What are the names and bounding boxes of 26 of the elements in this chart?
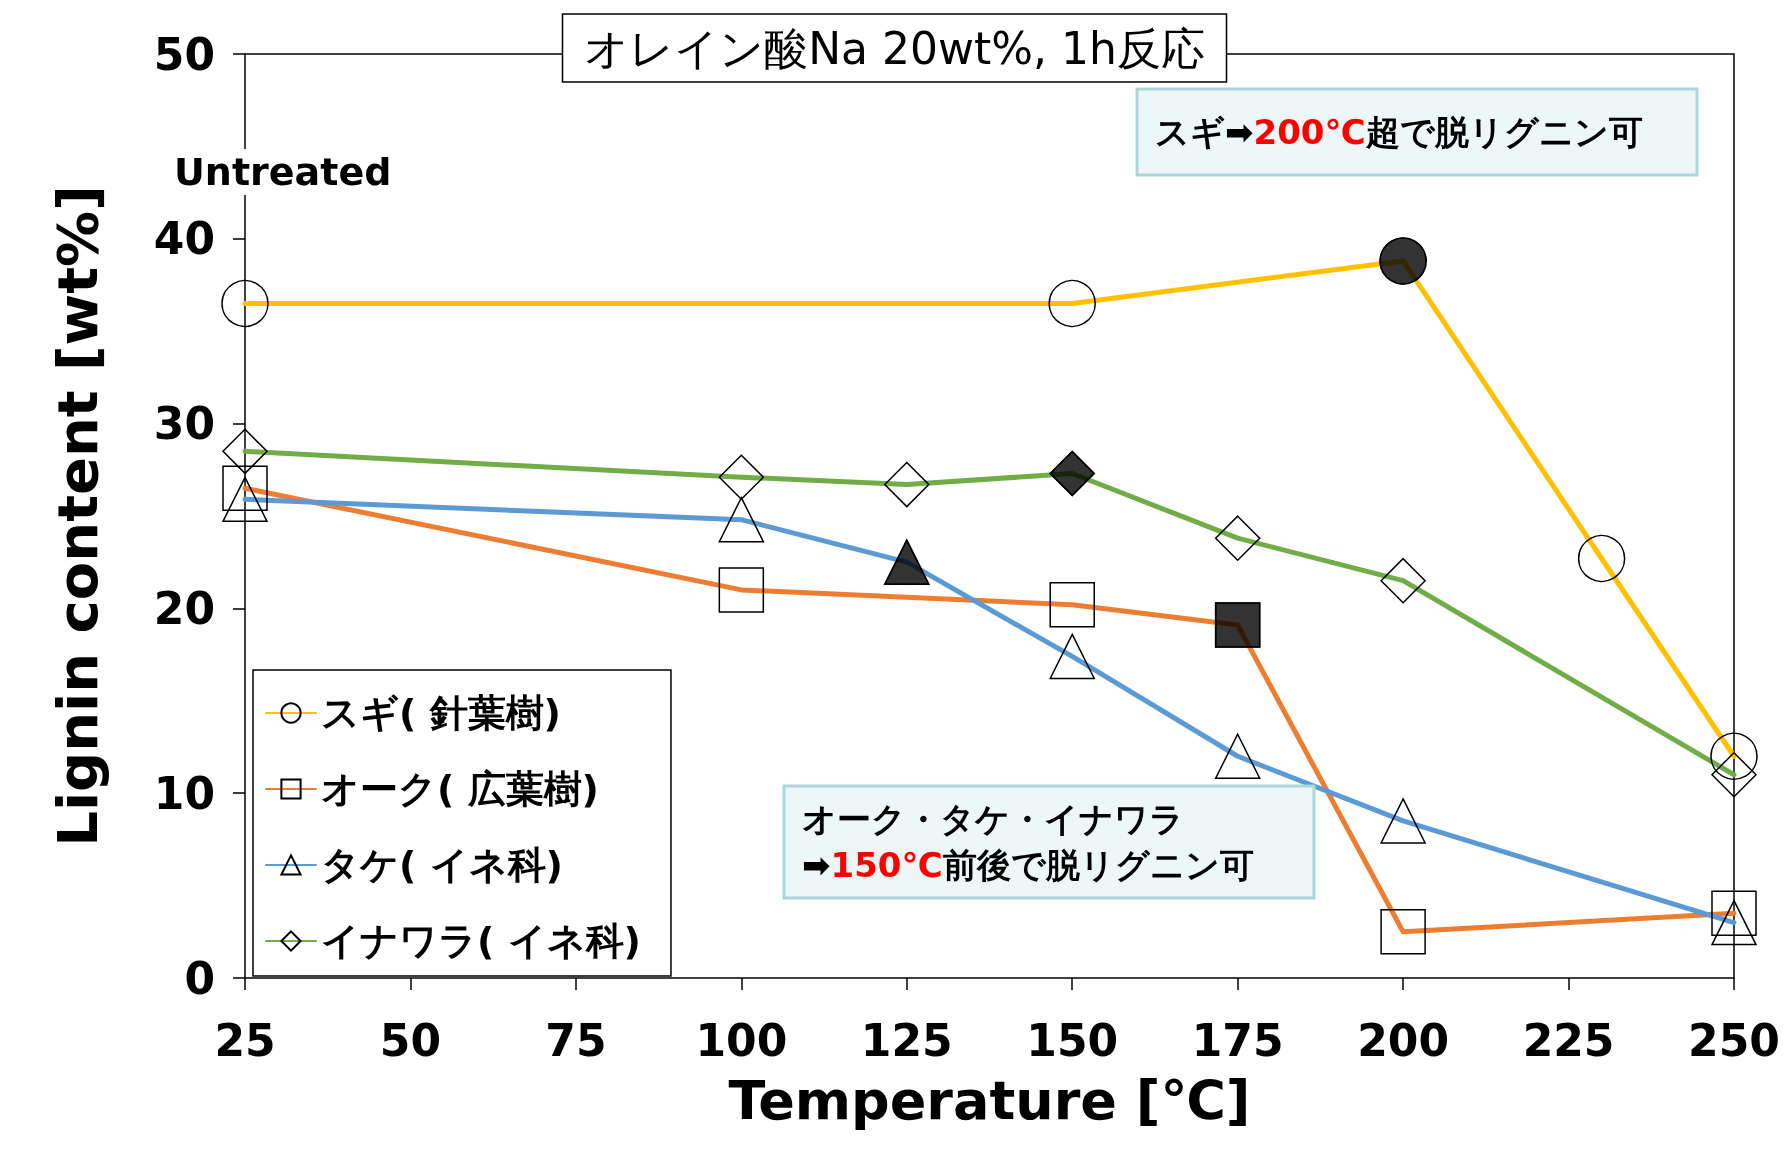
y-tick-label: 50 [153,28,215,80]
annotation: スギ➡200℃超で脱リグニン可 [1155,112,1643,152]
annotation: オーク・タケ・イナワラ ➡150℃前後で脱リグニン可 [802,799,1254,885]
annotation: Untreated [174,150,392,194]
legend-label: オーク( 広葉樹) [321,767,599,811]
x-tick-label: 250 [1688,1014,1780,1066]
x-tick-label: 125 [860,1014,953,1066]
legend-label: タケ( イネ科) [321,843,563,887]
x-tick-label: 150 [1026,1014,1119,1066]
x-tick-label: 175 [1191,1014,1284,1066]
x-tick-label: 25 [214,1014,276,1066]
legend-label: イナワラ( イネ科) [321,919,641,963]
y-tick-label: 0 [184,952,215,1004]
x-axis-title: Temperature [℃] [728,1068,1251,1132]
x-tick-label: 100 [695,1014,788,1066]
y-tick-label: 20 [153,582,215,634]
chart-title: オレイン酸Na 20wt%, 1h反応 [584,22,1205,74]
x-tick-label: 225 [1522,1014,1615,1066]
x-tick-label: 75 [545,1014,607,1066]
y-tick-label: 40 [153,213,215,265]
legend-label: スギ( 針葉樹) [321,691,561,735]
x-tick-label: 200 [1357,1014,1450,1066]
y-axis-title: Lignin content [wt%] [44,185,110,847]
x-tick-label: 50 [379,1014,442,1066]
y-tick-label: 10 [153,767,215,819]
y-tick-label: 30 [153,398,215,450]
